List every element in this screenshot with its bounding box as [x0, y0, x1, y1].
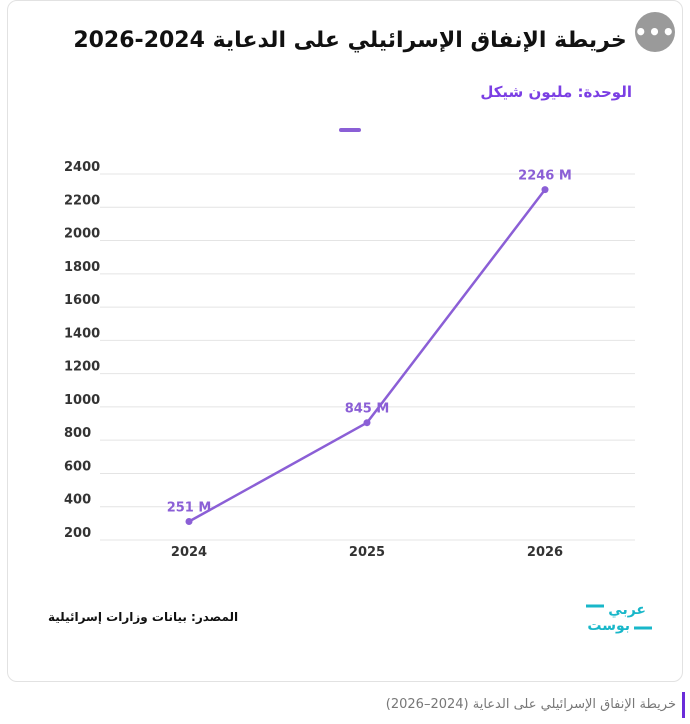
y-tick-label: 2400 [64, 160, 100, 175]
data-point [185, 518, 193, 526]
y-tick-label: 400 [64, 493, 91, 508]
y-tick-label: 1800 [64, 260, 100, 275]
data-point [541, 186, 549, 194]
y-tick-label: 1400 [64, 326, 100, 341]
logo-text-bottom: بوست [587, 618, 630, 634]
y-tick-label: 1200 [64, 360, 100, 375]
y-tick-label: 200 [64, 526, 91, 541]
x-tick-label: 2025 [349, 545, 385, 560]
caption-bar [682, 692, 685, 718]
data-label: 845 M [345, 402, 390, 417]
chart-title: خريطة الإنفاق الإسرائيلي على الدعاية 202… [73, 28, 627, 53]
arabi-post-logo: عربي بوست [584, 600, 654, 634]
series-line [188, 188, 546, 523]
figure-caption: خريطة الإنفاق الإسرائيلي على الدعاية (20… [385, 697, 676, 712]
x-tick-label: 2026 [527, 545, 563, 560]
more-horizontal-icon: ••• [634, 20, 676, 44]
y-tick-label: 1000 [64, 393, 100, 408]
y-tick-label: 2200 [64, 193, 100, 208]
more-options-button[interactable]: ••• [634, 12, 676, 52]
y-tick-label: 600 [64, 459, 91, 474]
y-tick-label: 800 [64, 426, 91, 441]
x-tick-label: 2024 [171, 545, 207, 560]
y-tick-label: 2000 [64, 227, 100, 242]
data-label: 2246 M [518, 169, 572, 184]
source-note: المصدر: بيانات وزارات إسرائيلية [48, 610, 239, 624]
chart-card [7, 0, 683, 682]
legend-swatch [339, 128, 361, 132]
logo-text-top: عربي [608, 602, 646, 618]
y-tick-label: 1600 [64, 293, 100, 308]
data-label: 251 M [167, 501, 212, 516]
data-point [363, 419, 371, 427]
unit-label: الوحدة: مليون شيكل [480, 83, 632, 101]
